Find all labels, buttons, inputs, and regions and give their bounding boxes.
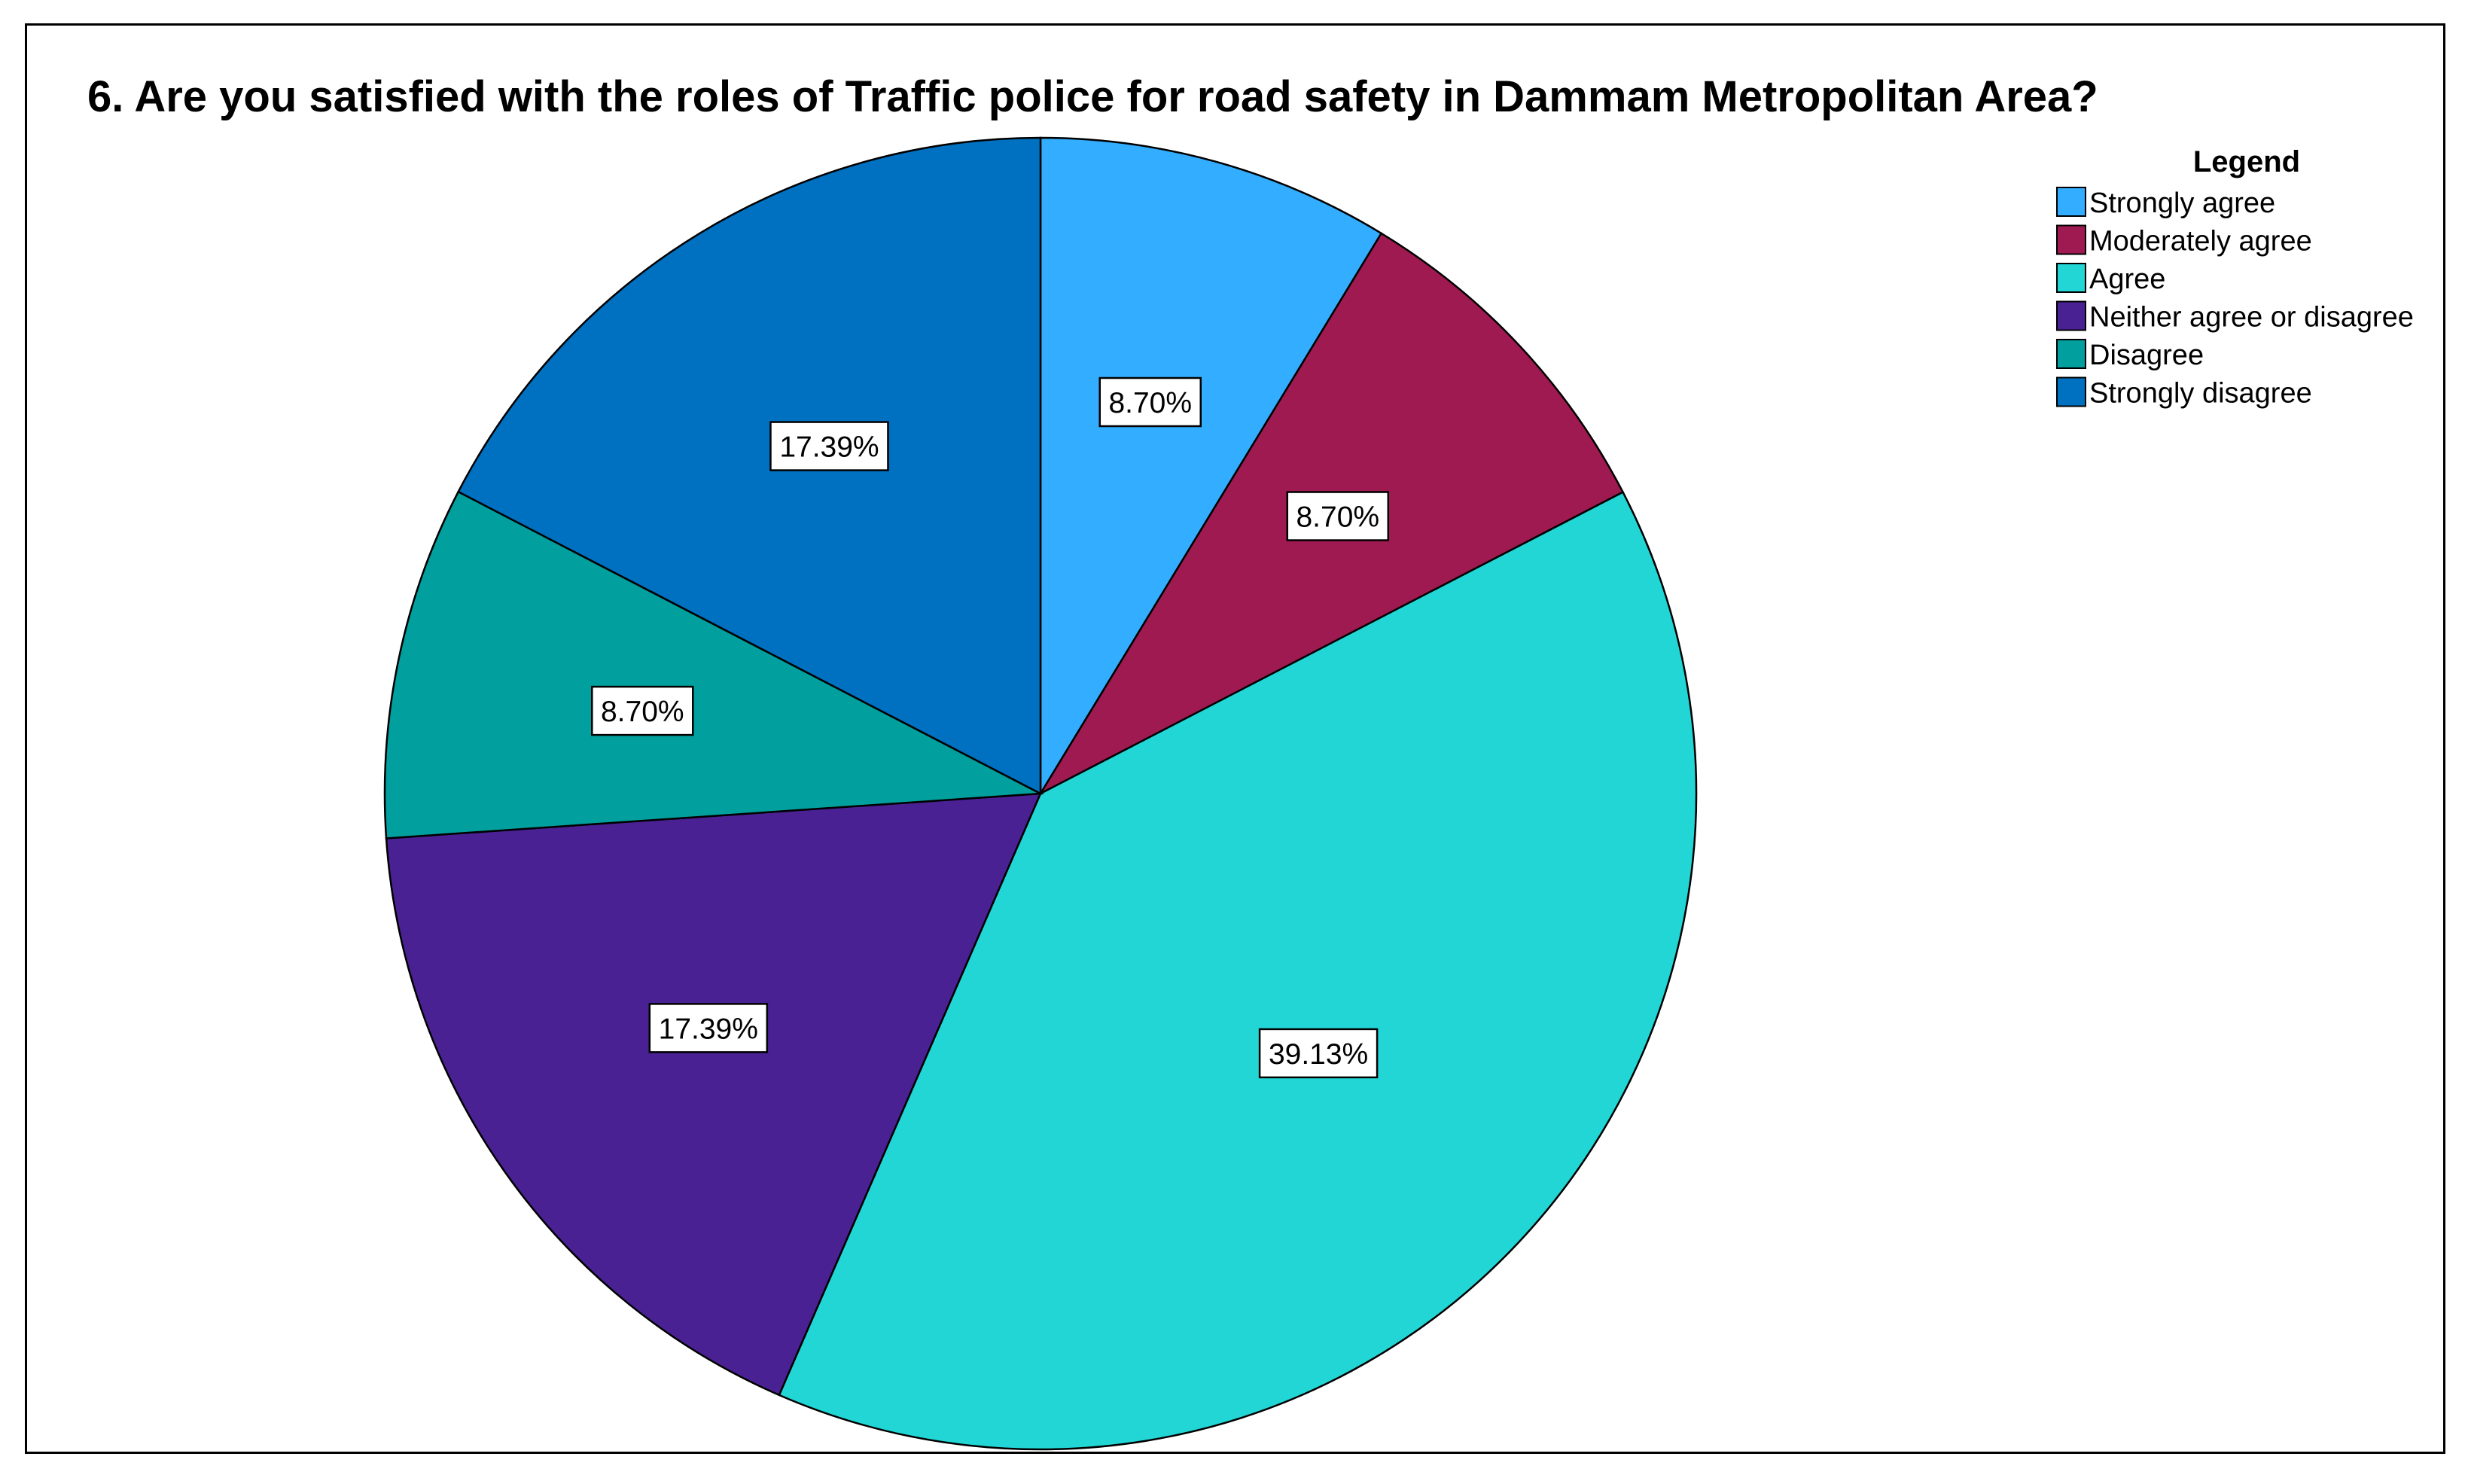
slice-label: 17.39% (779, 431, 879, 464)
slice-label-background (1258, 1028, 1379, 1079)
slice-label-box: 8.70% (1098, 376, 1202, 428)
legend-swatch (2056, 376, 2086, 407)
pie-slice-neither-agree-or-disagree (385, 792, 1042, 1397)
legend-label: Disagree (2089, 340, 2204, 371)
legend-item: Moderately agree (2056, 224, 2312, 257)
slice-label: 8.70% (601, 696, 684, 728)
slice-label-background (769, 421, 889, 471)
legend-label: Neither agree or disagree (2089, 302, 2414, 334)
legend-title: Legend (2193, 145, 2300, 178)
pie-slice-disagree (383, 490, 1044, 840)
slice-label-box: 17.39% (769, 421, 889, 471)
pie-slices (383, 136, 1698, 1451)
legend-label: Moderately agree (2089, 226, 2312, 257)
legend-item: Strongly agree (2056, 187, 2275, 219)
legend-swatch (2056, 300, 2086, 331)
slice-label-box: 17.39% (648, 1003, 769, 1053)
pie-slice-strongly-disagree (457, 136, 1042, 796)
chart-frame: 6. Are you satisfied with the roles of T… (25, 23, 2445, 1454)
slice-label: 39.13% (1269, 1038, 1368, 1071)
chart-title: 6. Are you satisfied with the roles of T… (87, 72, 2098, 121)
legend-item: Neither agree or disagree (2056, 300, 2414, 334)
legend-label: Strongly agree (2089, 187, 2275, 219)
slice-label: 8.70% (1108, 387, 1192, 419)
slice-label: 17.39% (659, 1013, 758, 1045)
pie-slice-strongly-agree (1039, 136, 1383, 797)
slice-label-box: 8.70% (1286, 491, 1390, 541)
legend: Legend Strongly agree Moderately agree Agr… (2056, 145, 2414, 410)
slice-label-background (1286, 491, 1390, 541)
slice-label-background (1098, 376, 1202, 428)
legend-label: Strongly disagree (2089, 378, 2312, 410)
legend-swatch (2056, 187, 2086, 217)
legend-swatch (2056, 263, 2086, 293)
slice-label-background (591, 685, 694, 736)
slice-labels: 8.70% 8.70% 39.13% 17.39% 8.70% 17.39% (591, 376, 1390, 1079)
legend-item: Disagree (2056, 339, 2204, 371)
slice-label-box: 8.70% (591, 685, 694, 736)
legend-swatch (2056, 224, 2086, 255)
pie-slice-agree (778, 490, 1698, 1451)
slice-label-background (648, 1003, 769, 1053)
legend-label: Agree (2089, 264, 2165, 295)
slice-label-box: 39.13% (1258, 1028, 1379, 1079)
legend-swatch (2056, 339, 2086, 369)
pie-chart: 6. Are you satisfied with the roles of T… (87, 72, 2414, 1451)
slice-label: 8.70% (1296, 501, 1379, 534)
legend-item: Agree (2056, 263, 2165, 295)
legend-item: Strongly disagree (2056, 376, 2312, 410)
